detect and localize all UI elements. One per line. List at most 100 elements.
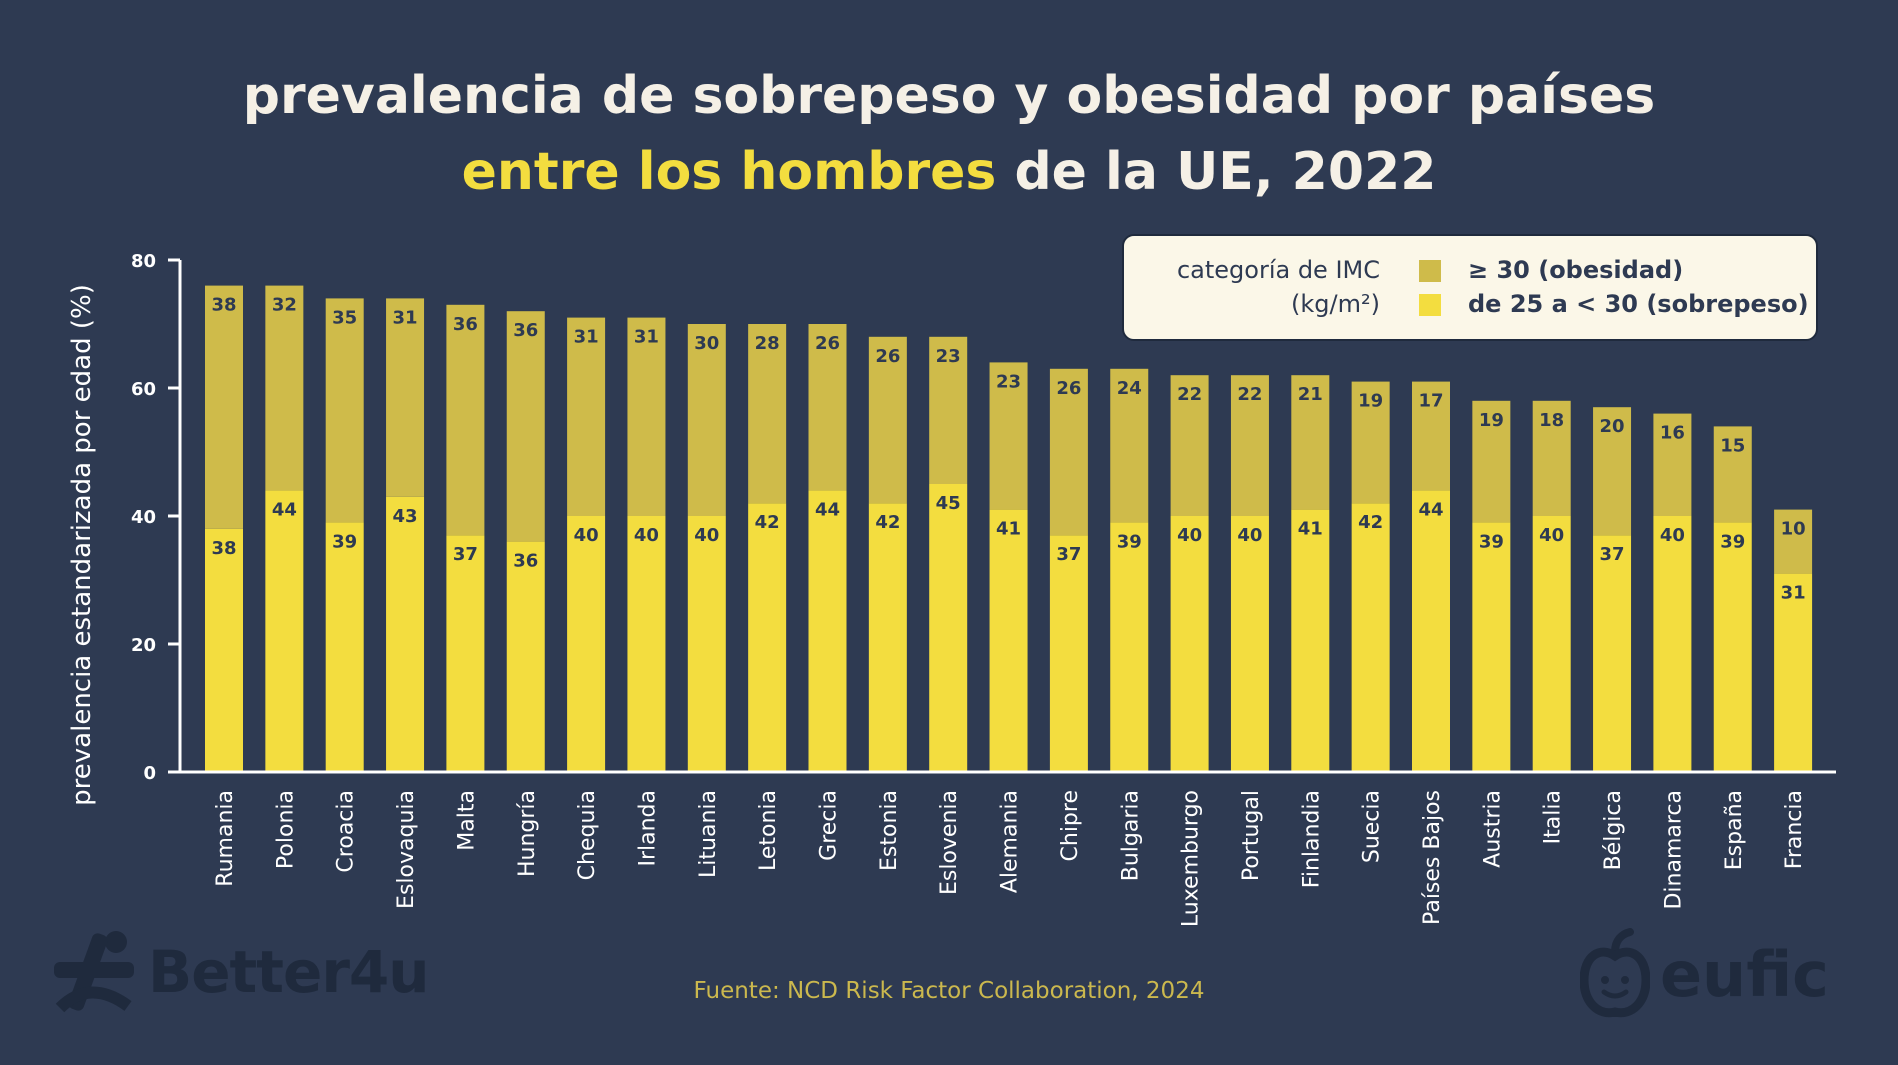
label-obesity-2: 35 bbox=[332, 307, 357, 328]
label-overweight-15: 39 bbox=[1117, 531, 1142, 552]
label-obesity-25: 15 bbox=[1720, 435, 1745, 456]
label-overweight-3: 43 bbox=[393, 506, 418, 527]
bar-overweight-19 bbox=[1351, 503, 1390, 772]
axes-group: 0 20 40 60 80 bbox=[131, 251, 1836, 784]
bar-overweight-8 bbox=[687, 516, 726, 772]
bar-overweight-3 bbox=[386, 496, 425, 772]
label-obesity-8: 30 bbox=[694, 333, 719, 354]
x-tick-label-22: Italia bbox=[1541, 790, 1566, 844]
y-tick-label-2: 40 bbox=[131, 507, 156, 528]
label-overweight-5: 36 bbox=[513, 551, 538, 572]
bar-overweight-22 bbox=[1532, 516, 1571, 772]
bar-obesity-9 bbox=[748, 324, 787, 504]
label-overweight-13: 41 bbox=[996, 519, 1021, 540]
bar-overweight-2 bbox=[325, 522, 364, 772]
label-obesity-0: 38 bbox=[211, 295, 236, 316]
bar-overweight-7 bbox=[627, 516, 666, 772]
bar-obesity-12 bbox=[929, 336, 968, 484]
x-tick-label-16: Luxemburgo bbox=[1179, 790, 1204, 927]
bar-obesity-24 bbox=[1653, 413, 1692, 516]
bars-group: 38 38 Rumania 44 32 Polonia 39 35 Croacia 43 31 Esl… bbox=[205, 285, 1813, 927]
label-overweight-6: 40 bbox=[574, 525, 599, 546]
legend-swatch-overweight bbox=[1419, 294, 1441, 316]
label-overweight-22: 40 bbox=[1539, 525, 1564, 546]
x-tick-label-11: Estonia bbox=[877, 790, 902, 871]
bar-obesity-19 bbox=[1351, 381, 1390, 504]
label-obesity-11: 26 bbox=[875, 346, 900, 367]
x-tick-label-23: Bélgica bbox=[1601, 790, 1626, 870]
bar-obesity-13 bbox=[989, 362, 1028, 510]
bar-obesity-8 bbox=[687, 324, 726, 516]
label-obesity-20: 17 bbox=[1418, 391, 1443, 412]
label-overweight-10: 44 bbox=[815, 499, 840, 520]
x-tick-label-2: Croacia bbox=[334, 790, 359, 873]
label-obesity-3: 31 bbox=[393, 307, 418, 328]
bar-overweight-10 bbox=[808, 490, 847, 772]
source-note: Fuente: NCD Risk Factor Collaboration, 2… bbox=[693, 978, 1205, 1004]
x-tick-label-26: Francia bbox=[1782, 790, 1807, 869]
label-overweight-25: 39 bbox=[1720, 531, 1745, 552]
x-tick-label-1: Polonia bbox=[273, 790, 298, 869]
better4u-icon bbox=[54, 931, 134, 1013]
label-overweight-0: 38 bbox=[211, 538, 236, 559]
label-overweight-8: 40 bbox=[694, 525, 719, 546]
x-tick-label-14: Chipre bbox=[1058, 790, 1083, 861]
label-overweight-11: 42 bbox=[875, 512, 900, 533]
eufic-logo: eufic bbox=[1580, 928, 1829, 1020]
label-overweight-12: 45 bbox=[936, 493, 961, 514]
bar-obesity-14 bbox=[1049, 368, 1088, 536]
bar-overweight-9 bbox=[748, 503, 787, 772]
label-overweight-26: 31 bbox=[1781, 583, 1806, 604]
bar-obesity-21 bbox=[1472, 400, 1511, 523]
x-tick-label-13: Alemania bbox=[998, 790, 1023, 893]
bar-overweight-1 bbox=[265, 490, 304, 772]
x-tick-label-21: Austria bbox=[1480, 790, 1505, 868]
bar-obesity-7 bbox=[627, 317, 666, 516]
bar-obesity-23 bbox=[1593, 407, 1632, 536]
bar-overweight-23 bbox=[1593, 535, 1632, 772]
label-obesity-9: 28 bbox=[755, 333, 780, 354]
label-obesity-4: 36 bbox=[453, 314, 478, 335]
label-obesity-5: 36 bbox=[513, 320, 538, 341]
bar-obesity-1 bbox=[265, 285, 304, 491]
x-tick-label-19: Suecia bbox=[1360, 790, 1385, 863]
label-obesity-1: 32 bbox=[272, 295, 297, 316]
legend-label-overweight: de 25 a < 30 (sobrepeso) bbox=[1468, 290, 1809, 318]
label-overweight-14: 37 bbox=[1056, 544, 1081, 565]
label-overweight-24: 40 bbox=[1660, 525, 1685, 546]
label-overweight-9: 42 bbox=[755, 512, 780, 533]
bar-obesity-11 bbox=[868, 336, 907, 504]
x-tick-label-9: Letonia bbox=[756, 790, 781, 871]
label-obesity-24: 16 bbox=[1660, 423, 1685, 444]
chart-title: prevalencia de sobrepeso y obesidad por … bbox=[0, 58, 1898, 210]
title-line-2: entre los hombres de la UE, 2022 bbox=[0, 134, 1898, 210]
label-obesity-15: 24 bbox=[1117, 378, 1142, 399]
bar-obesity-18 bbox=[1291, 375, 1330, 510]
label-overweight-1: 44 bbox=[272, 499, 297, 520]
bar-overweight-21 bbox=[1472, 522, 1511, 772]
y-tick-label-0: 0 bbox=[143, 763, 156, 784]
x-tick-label-10: Grecia bbox=[817, 790, 842, 861]
label-obesity-21: 19 bbox=[1479, 410, 1504, 431]
x-tick-label-7: Irlanda bbox=[635, 790, 660, 867]
bar-obesity-6 bbox=[567, 317, 606, 516]
x-tick-label-15: Bulgaria bbox=[1118, 790, 1143, 881]
better4u-logo: Better4u bbox=[50, 928, 430, 1016]
bar-overweight-24 bbox=[1653, 516, 1692, 772]
label-overweight-20: 44 bbox=[1418, 499, 1443, 520]
label-obesity-26: 10 bbox=[1781, 519, 1806, 540]
x-tick-label-4: Malta bbox=[454, 790, 479, 851]
bar-obesity-25 bbox=[1713, 426, 1752, 523]
bar-obesity-26 bbox=[1774, 509, 1813, 574]
x-tick-label-12: Eslovenia bbox=[937, 790, 962, 895]
x-tick-label-17: Portugal bbox=[1239, 790, 1264, 881]
title-line-1: prevalencia de sobrepeso y obesidad por … bbox=[242, 66, 1656, 126]
legend-swatch-obesity bbox=[1419, 260, 1441, 282]
bar-overweight-12 bbox=[929, 484, 968, 772]
x-tick-label-18: Finlandia bbox=[1299, 790, 1324, 888]
bar-obesity-22 bbox=[1532, 400, 1571, 516]
bar-obesity-17 bbox=[1230, 375, 1269, 516]
x-tick-label-20: Países Bajos bbox=[1420, 790, 1445, 925]
label-overweight-19: 42 bbox=[1358, 512, 1383, 533]
